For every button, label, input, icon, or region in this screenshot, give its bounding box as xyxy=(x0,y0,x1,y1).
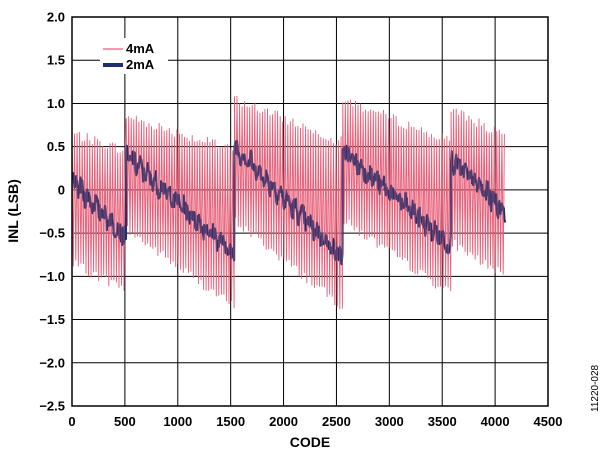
x-tick-label: 1500 xyxy=(216,414,245,429)
y-tick-label: 0 xyxy=(58,182,65,197)
x-tick-label: 4000 xyxy=(481,414,510,429)
x-tick-label: 4500 xyxy=(534,414,563,429)
y-tick-label: 1.5 xyxy=(47,53,65,68)
x-axis-title: CODE xyxy=(290,434,330,450)
x-tick-label: 0 xyxy=(68,414,75,429)
series-4mA-overlay xyxy=(71,96,505,309)
y-tick-label: −1.0 xyxy=(39,269,65,284)
x-tick-label: 2500 xyxy=(322,414,351,429)
y-tick-label: −2.5 xyxy=(39,399,65,414)
x-tick-label: 500 xyxy=(114,414,136,429)
y-tick-label: −1.5 xyxy=(39,312,65,327)
plot-frame xyxy=(71,16,549,407)
y-tick-label: −0.5 xyxy=(39,226,65,241)
x-tick-label: 1000 xyxy=(163,414,192,429)
x-tick-label: 3000 xyxy=(375,414,404,429)
legend-label-4mA: 4mA xyxy=(126,41,155,56)
y-tick-label: 0.5 xyxy=(47,139,65,154)
x-tick-label: 2000 xyxy=(269,414,298,429)
legend: 4mA 2mA xyxy=(100,38,168,74)
y-tick-labels: 2.0 1.5 1.0 0.5 0 −0.5 −1.0 −1.5 −2.0 −2.5 xyxy=(39,10,65,414)
legend-background xyxy=(100,38,168,74)
y-axis-title: INL (LSB) xyxy=(5,179,21,243)
series-2mA-group xyxy=(71,96,507,309)
figure-id: 11220-028 xyxy=(590,364,601,412)
x-tick-labels: 0 500 1000 1500 2000 2500 3000 3500 4000 4500 xyxy=(68,414,562,429)
y-tick-label: 2.0 xyxy=(47,10,65,25)
y-tick-label: −2.0 xyxy=(39,355,65,370)
x-tick-label: 3500 xyxy=(428,414,457,429)
legend-label-2mA: 2mA xyxy=(126,57,155,72)
y-tick-label: 1.0 xyxy=(47,96,65,111)
